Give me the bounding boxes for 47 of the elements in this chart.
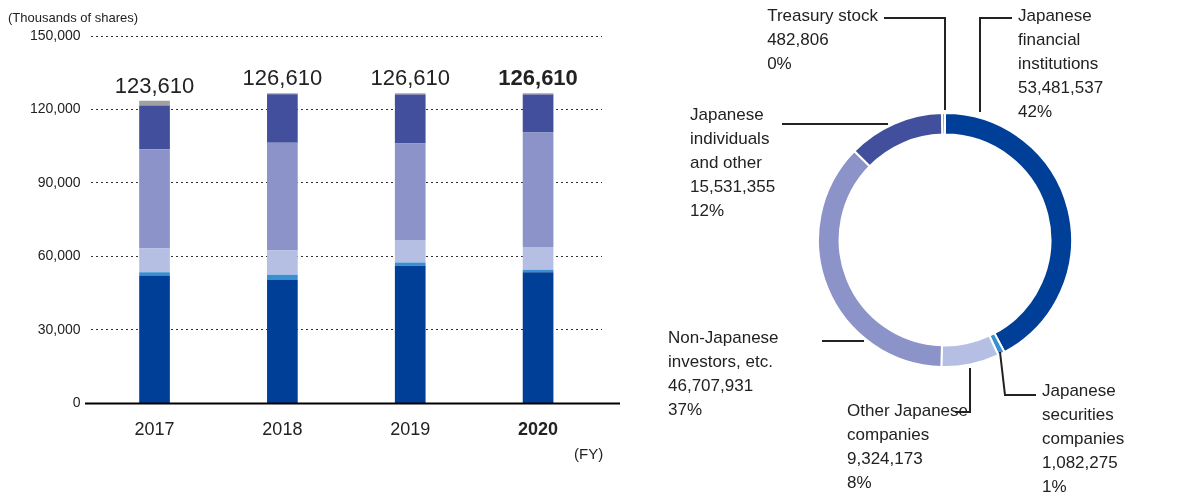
y-axis-title: (Thousands of shares) bbox=[8, 9, 139, 25]
bar bbox=[394, 94, 426, 144]
slice-label: Non-Japanese investors, etc. bbox=[668, 328, 779, 372]
bar bbox=[394, 143, 426, 241]
bar bbox=[522, 132, 554, 247]
y-tick-label: 30,000 bbox=[37, 320, 81, 337]
bar bbox=[267, 94, 298, 143]
bar bbox=[139, 272, 170, 276]
bar bbox=[394, 240, 426, 263]
bar bbox=[267, 274, 298, 280]
bar bbox=[139, 105, 170, 150]
bar bbox=[394, 265, 426, 403]
bar bbox=[267, 279, 298, 403]
y-tick-label: 60,000 bbox=[37, 247, 81, 264]
bar bbox=[139, 149, 170, 249]
bar bbox=[139, 100, 170, 106]
y-tick-label: 150,000 bbox=[30, 26, 81, 43]
total-label: 123,610 bbox=[114, 72, 195, 98]
y-tick-label: 120,000 bbox=[30, 100, 81, 117]
total-label: 126,610 bbox=[242, 65, 323, 91]
slice-label: Japanese individuals and other bbox=[690, 105, 770, 173]
bar bbox=[394, 262, 426, 266]
slice-label: Treasury stock bbox=[767, 6, 879, 26]
data-label: 1,082,275 1% bbox=[1042, 453, 1118, 497]
y-tick-label: 90,000 bbox=[37, 173, 81, 190]
data-label: 9,324,173 8% bbox=[847, 449, 923, 493]
bar bbox=[267, 250, 298, 275]
total-label: 126,610 bbox=[498, 65, 578, 91]
bar bbox=[522, 272, 554, 403]
bar bbox=[522, 94, 554, 133]
x-tick-label: 2017 bbox=[134, 419, 175, 440]
y-tick-label: 0 bbox=[72, 394, 81, 411]
x-axis-title: (FY) bbox=[574, 445, 604, 463]
data-label: 53,481,537 42% bbox=[1018, 78, 1104, 122]
slice-label: Japanese financial institutions bbox=[1018, 6, 1099, 74]
x-tick-label: 2019 bbox=[390, 419, 431, 440]
x-tick-label: 2020 bbox=[518, 419, 559, 440]
data-label: 482,806 0% bbox=[767, 30, 829, 74]
x-tick-label: 2018 bbox=[262, 419, 303, 440]
bar bbox=[139, 275, 170, 403]
slice-label: Japanese securities companies bbox=[1042, 381, 1125, 449]
bar bbox=[139, 248, 170, 273]
total-label: 126,610 bbox=[370, 65, 450, 91]
bar bbox=[267, 142, 298, 251]
data-label: 46,707,931 37% bbox=[668, 376, 754, 420]
bar bbox=[522, 246, 554, 270]
data-label: 15,531,355 12% bbox=[690, 177, 776, 221]
